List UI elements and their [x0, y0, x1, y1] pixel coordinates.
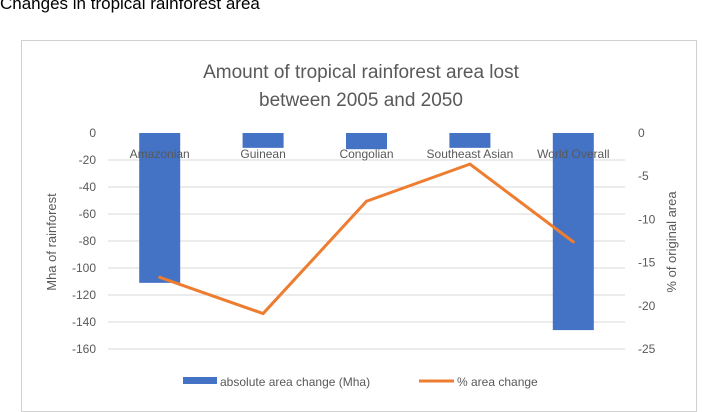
category-label: Southeast Asian — [427, 147, 514, 161]
gridlines — [108, 159, 625, 350]
line-point — [365, 199, 368, 203]
left-tick-label: -60 — [79, 207, 97, 221]
left-tick-label: -80 — [79, 234, 97, 248]
bar — [449, 133, 491, 148]
left-tick-label: -100 — [72, 261, 96, 275]
right-tick-label: -20 — [638, 299, 656, 313]
left-axis-ticks: 0 -20 -40 -60 -80 -100 -120 -140 -160 — [72, 126, 96, 356]
category-labels: Amazonian Guinean Congolian Southeast Asian… — [130, 147, 610, 161]
category-label: World Overall — [537, 147, 609, 161]
left-tick-label: 0 — [89, 126, 96, 140]
legend: absolute area change (Mha) % area change — [183, 375, 538, 389]
bar — [346, 133, 387, 150]
left-tick-label: -40 — [79, 180, 97, 194]
chart-title-line-2: between 2005 and 2050 — [259, 90, 463, 111]
chart-svg: Amount of tropical rainforest area lost … — [44, 62, 679, 389]
legend-bar-label: absolute area change (Mha) — [220, 375, 370, 389]
line-point — [571, 240, 575, 244]
left-tick-label: -140 — [72, 315, 96, 329]
chart-title-line-1: Amount of tropical rainforest area lost — [203, 62, 519, 83]
left-axis-title: Mha of rainforest — [44, 193, 59, 291]
bar — [242, 133, 284, 148]
left-tick-label: -20 — [79, 153, 97, 167]
right-axis-ticks: 0 -5 -10 -15 -20 -25 — [638, 126, 656, 356]
left-tick-label: -120 — [72, 288, 96, 302]
legend-line-label: % area change — [457, 375, 538, 389]
category-label: Amazonian — [130, 147, 190, 161]
line-point — [158, 275, 162, 279]
bar — [139, 133, 181, 283]
left-tick-label: -160 — [72, 342, 96, 356]
line-series — [158, 162, 575, 316]
right-tick-label: -15 — [638, 256, 656, 270]
right-tick-label: -25 — [638, 342, 656, 356]
right-axis-title: % of original area — [664, 191, 679, 293]
category-label: Guinean — [240, 147, 285, 161]
page-heading: Changes in tropical rainforest area — [0, 0, 260, 13]
category-label: Congolian — [339, 147, 393, 161]
legend-bar-swatch — [183, 377, 217, 384]
line-point — [468, 162, 472, 166]
line-point — [261, 312, 265, 316]
right-tick-label: -5 — [638, 169, 649, 183]
bar-series — [139, 133, 594, 331]
right-tick-label: 0 — [638, 126, 645, 140]
right-tick-label: -10 — [638, 212, 656, 226]
